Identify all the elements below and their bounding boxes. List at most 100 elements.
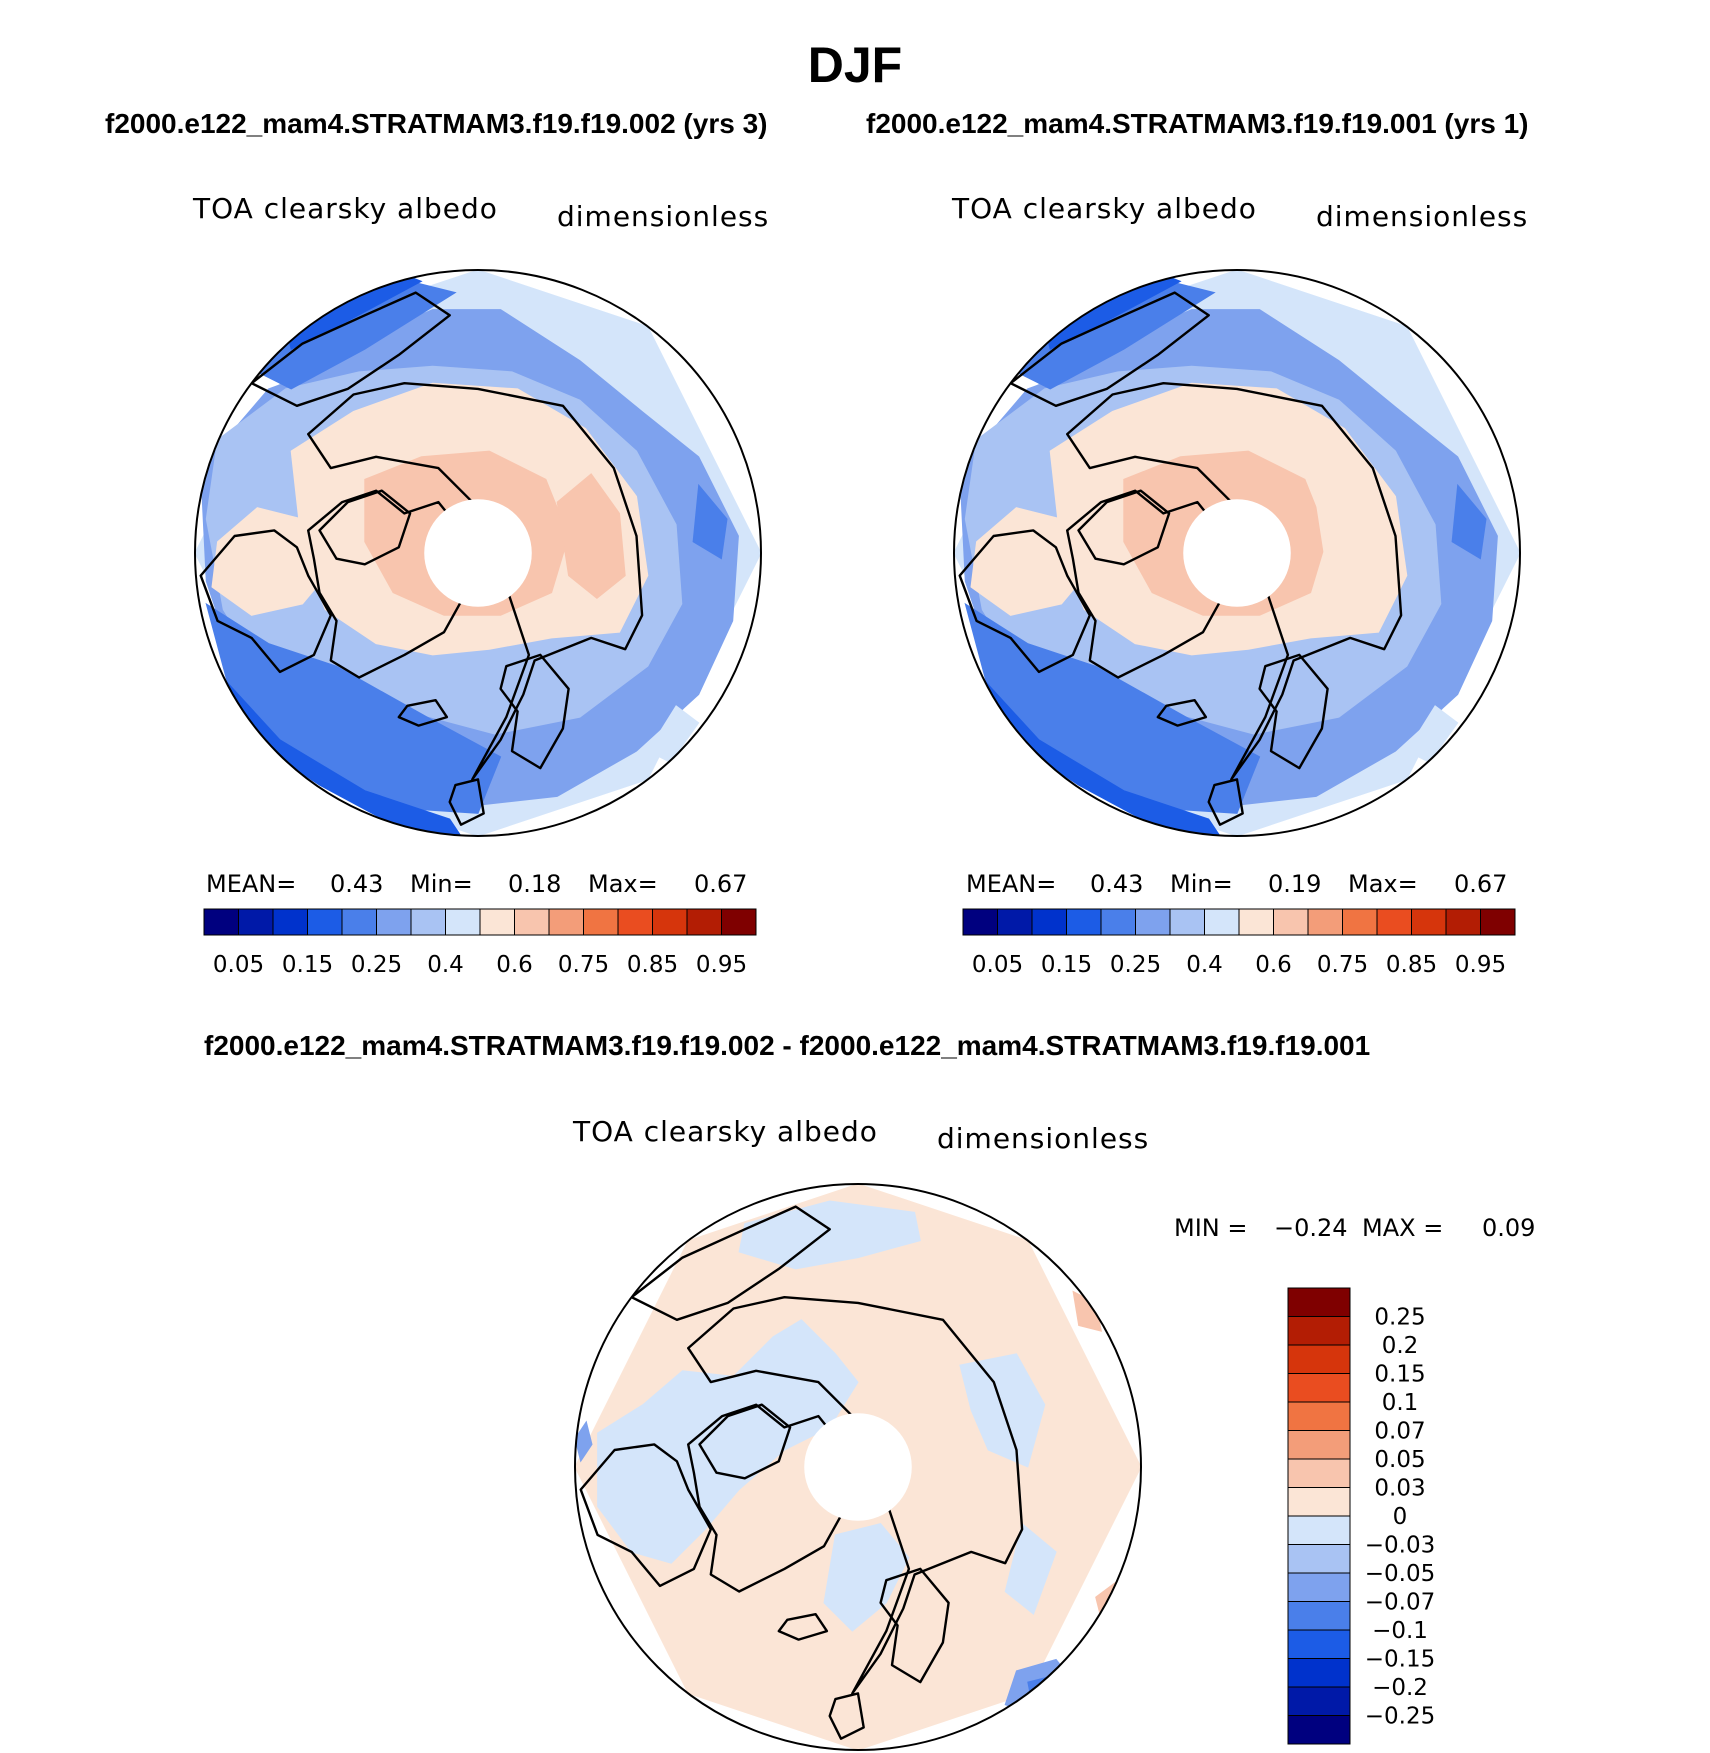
map1-coastline-4 xyxy=(499,653,570,770)
cbar1-swatch-14 xyxy=(686,908,722,936)
cbar2-swatch-13 xyxy=(1411,908,1447,936)
panel1-units: dimensionless xyxy=(557,200,770,233)
map2-contour-band-8 xyxy=(1315,473,1385,599)
cbar3-tick-label-5: 0.05 xyxy=(1374,1447,1425,1473)
figure-title: DJF xyxy=(807,37,903,93)
cbar2-swatch-9 xyxy=(1273,908,1309,936)
cbar1-swatch-10 xyxy=(548,908,584,936)
map1-coastline-3 xyxy=(250,291,451,407)
cbar1-swatch-5 xyxy=(376,908,412,936)
cbar3-tick-label-7: 0 xyxy=(1393,1504,1408,1530)
map1-coastline-2 xyxy=(307,489,474,679)
map3-polar-hole xyxy=(804,1413,912,1521)
panel2-polar-map xyxy=(953,269,1521,837)
panel2-mean-label: MEAN= xyxy=(966,870,1057,898)
cbar1-swatch-4 xyxy=(341,908,377,936)
map3-contour-band-5 xyxy=(1004,1522,1057,1616)
cbar3-swatch-13 xyxy=(1287,1658,1351,1688)
map2-coastline-2 xyxy=(1066,489,1233,679)
cbar3-tick-label-0: 0.25 xyxy=(1374,1305,1425,1331)
cbar2-swatch-0 xyxy=(962,908,998,936)
cbar3-tick-label-4: 0.07 xyxy=(1374,1419,1425,1445)
map1-coastline-6 xyxy=(397,699,449,727)
map2-polar-hole xyxy=(1183,499,1291,607)
map3-contour-band-3 xyxy=(823,1523,910,1632)
cbar2-tick-label-2: 0.25 xyxy=(1110,952,1161,978)
panel2-variable-title: TOA clearsky albedo xyxy=(952,192,1257,225)
panel3-colorbar: 0.250.2 0.150.1 0.070.05 0.030 −0.03−0.05 −0.… xyxy=(1287,1287,1435,1745)
panel1-variable-title: TOA clearsky albedo xyxy=(193,192,498,225)
cbar2-swatch-6 xyxy=(1169,908,1205,936)
panel3-min-value: −0.24 xyxy=(1274,1214,1348,1242)
cbar2-tick-label-7: 0.95 xyxy=(1455,952,1506,978)
panel1-max-value: 0.67 xyxy=(694,870,748,898)
panel2-max-value: 0.67 xyxy=(1454,870,1508,898)
map2-contour-band-11 xyxy=(1406,705,1459,764)
cbar3-tick-label-14: −0.25 xyxy=(1365,1704,1435,1730)
cbar3-tick-label-1: 0.2 xyxy=(1382,1333,1419,1359)
cbar2-swatch-15 xyxy=(1480,908,1516,936)
cbar3-swatch-3 xyxy=(1287,1373,1351,1403)
panel2-units: dimensionless xyxy=(1316,200,1529,233)
cbar2-swatch-11 xyxy=(1342,908,1378,936)
cbar3-tick-label-10: −0.07 xyxy=(1365,1590,1435,1616)
map3-coastline-2 xyxy=(687,1403,854,1593)
cbar3-swatch-11 xyxy=(1287,1601,1351,1631)
map3-coastline-0 xyxy=(687,1296,1024,1695)
map1-contour-band-12 xyxy=(692,483,728,560)
cbar2-tick-label-5: 0.75 xyxy=(1317,952,1368,978)
cbar3-tick-label-2: 0.15 xyxy=(1374,1362,1425,1388)
cbar3-swatch-4 xyxy=(1287,1401,1351,1431)
map2-coastline-7 xyxy=(1077,489,1171,566)
panel3-max-label: MAX = xyxy=(1362,1214,1444,1242)
cbar1-tick-label-4: 0.6 xyxy=(496,952,533,978)
cbar3-tick-label-9: −0.05 xyxy=(1365,1561,1435,1587)
cbar2-swatch-2 xyxy=(1031,908,1067,936)
panel1-min-value: 0.18 xyxy=(508,870,562,898)
subtitle-case-b: f2000.e122_mam4.STRATMAM3.f19.f19.001 (y… xyxy=(866,108,1529,139)
cbar1-tick-label-3: 0.4 xyxy=(427,952,464,978)
cbar1-swatch-8 xyxy=(479,908,515,936)
cbar1-tick-label-0: 0.05 xyxy=(213,952,264,978)
cbar3-swatch-7 xyxy=(1287,1487,1351,1517)
panel3-max-value: 0.09 xyxy=(1482,1214,1536,1242)
panel2-min-value: 0.19 xyxy=(1268,870,1322,898)
map3-contour-band-1 xyxy=(597,1319,859,1564)
panel1-mean-label: MEAN= xyxy=(206,870,297,898)
cbar1-swatch-2 xyxy=(272,908,308,936)
map3-contour-band-8 xyxy=(1072,1290,1103,1332)
map2-coastline-4 xyxy=(1258,653,1329,770)
cbar1-swatch-15 xyxy=(721,908,757,936)
cbar1-tick-label-6: 0.85 xyxy=(627,952,678,978)
cbar3-tick-label-6: 0.03 xyxy=(1374,1476,1425,1502)
cbar3-swatch-6 xyxy=(1287,1458,1351,1488)
cbar3-tick-label-8: −0.03 xyxy=(1365,1533,1435,1559)
map2-coastline-3 xyxy=(1009,291,1210,407)
cbar2-swatch-1 xyxy=(997,908,1033,936)
cbar3-tick-label-12: −0.15 xyxy=(1365,1647,1435,1673)
map1-contour-band-11 xyxy=(647,705,700,764)
panel3-min-label: MIN = xyxy=(1174,1214,1248,1242)
subtitle-case-a: f2000.e122_mam4.STRATMAM3.f19.f19.002 (y… xyxy=(105,108,768,139)
map3-contour-band-10 xyxy=(575,1420,593,1463)
map2-coastline-6 xyxy=(1156,699,1208,727)
cbar3-swatch-10 xyxy=(1287,1572,1351,1602)
cbar3-swatch-0 xyxy=(1287,1287,1351,1317)
cbar3-swatch-15 xyxy=(1287,1715,1351,1745)
cbar3-swatch-8 xyxy=(1287,1515,1351,1545)
map1-contour-band-8 xyxy=(556,473,626,599)
cbar2-swatch-12 xyxy=(1376,908,1412,936)
panel2-colorbar: 0.05 0.15 0.25 0.4 0.6 0.75 0.85 0.95 xyxy=(962,908,1516,978)
map1-coastline-1 xyxy=(199,529,332,674)
cbar2-swatch-4 xyxy=(1100,908,1136,936)
cbar1-swatch-9 xyxy=(514,908,550,936)
panel3-variable-title: TOA clearsky albedo xyxy=(573,1115,878,1148)
cbar1-tick-label-1: 0.15 xyxy=(282,952,333,978)
cbar1-swatch-0 xyxy=(203,908,239,936)
cbar1-swatch-3 xyxy=(307,908,343,936)
panel3-units: dimensionless xyxy=(937,1122,1150,1155)
panel1-max-label: Max= xyxy=(588,870,658,898)
panel1-polar-map xyxy=(194,269,762,837)
panel2-mean-value: 0.43 xyxy=(1090,870,1144,898)
panel3-polar-map xyxy=(574,1183,1142,1751)
